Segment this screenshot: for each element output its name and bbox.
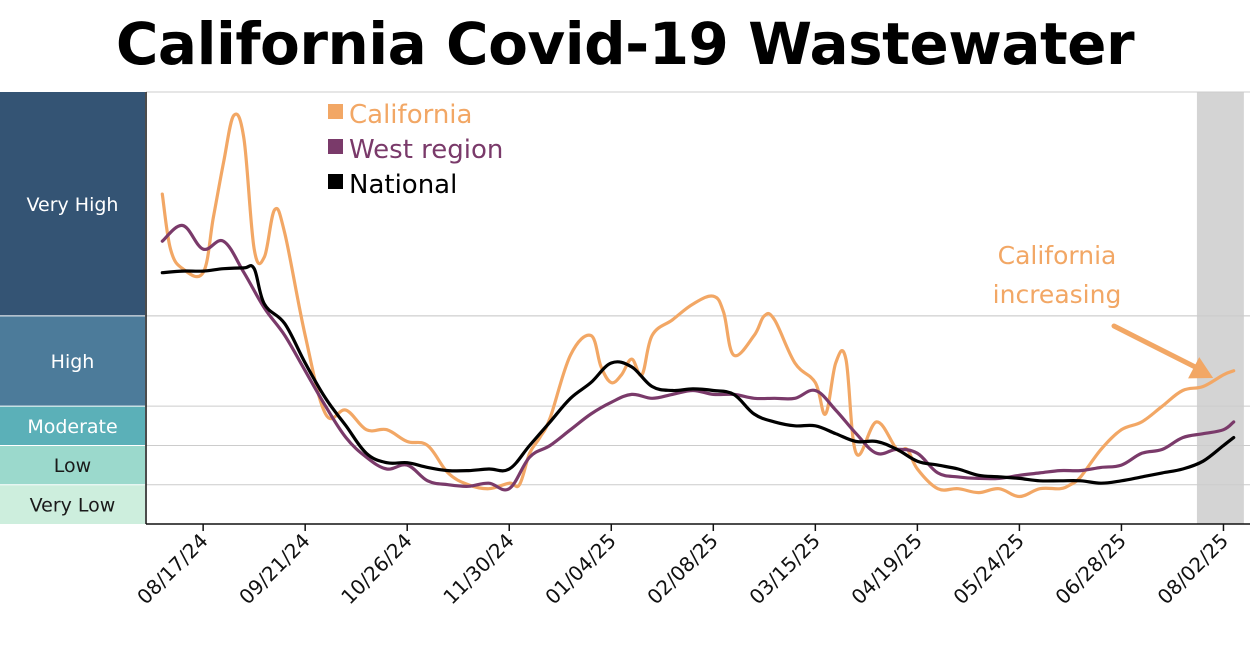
level-label-very-high: Very High bbox=[27, 194, 119, 216]
legend-swatch-california bbox=[328, 104, 343, 119]
x-tick-label: 10/26/24 bbox=[336, 529, 416, 609]
legend-label-california: California bbox=[349, 100, 472, 130]
level-label-very-low: Very Low bbox=[30, 494, 116, 516]
highlight-band bbox=[1196, 92, 1244, 524]
annotation: California increasing bbox=[993, 241, 1214, 379]
series-line-west-region bbox=[160, 223, 1236, 492]
level-label-low: Low bbox=[54, 455, 91, 477]
series-line-national bbox=[160, 264, 1236, 485]
legend-label-national: National bbox=[349, 170, 457, 200]
legend: California West region National bbox=[328, 100, 503, 200]
x-tick-label: 09/21/24 bbox=[234, 529, 314, 609]
legend-label-west-region: West region bbox=[349, 135, 503, 165]
x-tick-label: 08/17/24 bbox=[132, 529, 212, 609]
annotation-arrow-head bbox=[1188, 357, 1214, 379]
series-lines bbox=[160, 112, 1236, 499]
x-tick-label: 08/02/25 bbox=[1153, 529, 1233, 609]
level-band-very-low bbox=[0, 484, 145, 524]
annotation-text-line: California bbox=[998, 241, 1117, 270]
x-tick-label: 01/04/25 bbox=[540, 529, 620, 609]
x-axis-ticks: 08/17/24 09/21/24 10/26/24 11/30/24 01/04/25… bbox=[132, 524, 1233, 609]
x-tick-label: 06/28/25 bbox=[1050, 529, 1130, 609]
x-tick-label: 03/15/25 bbox=[744, 529, 824, 609]
level-gridlines bbox=[146, 91, 1250, 486]
legend-swatch-west-region bbox=[328, 139, 343, 154]
axes bbox=[145, 92, 1250, 525]
level-band-moderate bbox=[0, 406, 145, 446]
level-band-low bbox=[0, 445, 145, 485]
recent-week-highlight bbox=[1196, 92, 1244, 524]
level-label-high: High bbox=[51, 351, 95, 373]
x-tick-label: 02/08/25 bbox=[642, 529, 722, 609]
x-tick-label: 04/19/25 bbox=[846, 529, 926, 609]
series-line-california bbox=[160, 112, 1236, 499]
x-tick-label: 05/24/25 bbox=[948, 529, 1028, 609]
level-band-very-high bbox=[0, 92, 145, 316]
annotation-text-line: increasing bbox=[993, 280, 1122, 309]
x-tick-label: 11/30/24 bbox=[438, 529, 518, 609]
level-bands: Very Low Low Moderate High Very High bbox=[0, 92, 145, 524]
level-label-moderate: Moderate bbox=[27, 416, 117, 438]
legend-swatch-national bbox=[328, 174, 343, 189]
level-band-high bbox=[0, 315, 145, 407]
annotation-arrow-shaft bbox=[1111, 323, 1204, 373]
chart-title: California Covid-19 Wastewater bbox=[115, 10, 1135, 78]
